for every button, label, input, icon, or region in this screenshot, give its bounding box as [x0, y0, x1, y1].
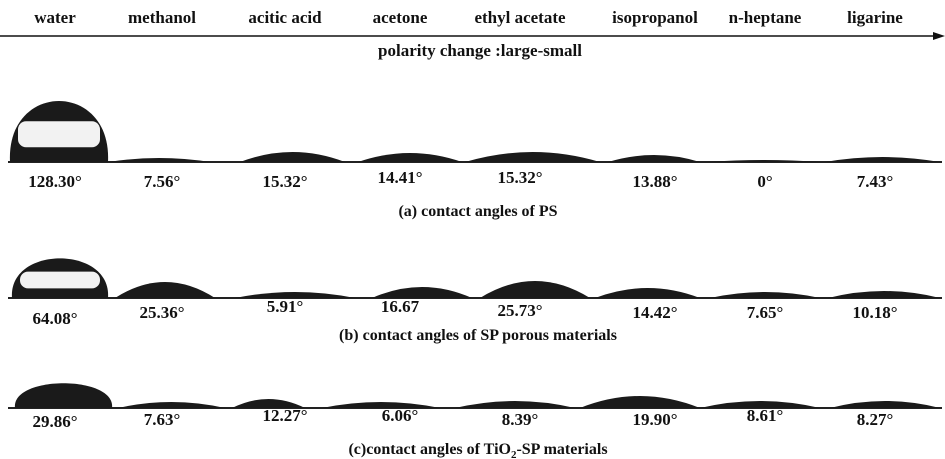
droplet	[480, 281, 590, 298]
solvent-label: n-heptane	[729, 8, 802, 27]
droplet	[700, 401, 820, 408]
droplet	[595, 288, 700, 298]
contact-angle: 8.27°	[857, 410, 894, 429]
droplet	[14, 383, 113, 408]
contact-angle: 128.30°	[28, 172, 82, 191]
droplet	[358, 153, 462, 162]
droplet	[240, 152, 345, 162]
contact-angle: 25.73°	[497, 301, 542, 320]
contact-angle: 29.86°	[32, 412, 77, 431]
caption: (a) contact angles of PS	[398, 203, 557, 220]
caption-subscript: 2	[511, 449, 517, 459]
droplet	[830, 401, 940, 408]
contact-angle: 64.08°	[32, 309, 77, 328]
droplet-highlight	[20, 271, 100, 289]
contact-angle: 16.67	[381, 297, 420, 316]
solvent-label: isopropanol	[612, 8, 698, 27]
contact-angle: 7.63°	[144, 410, 181, 429]
droplet	[322, 402, 440, 408]
contact-angle: 8.39°	[502, 410, 539, 429]
contact-angle: 8.61°	[747, 406, 784, 425]
solvent-label: ligarine	[847, 8, 903, 27]
contact-angle: 7.43°	[857, 172, 894, 191]
droplet	[825, 157, 940, 162]
droplet	[235, 292, 355, 298]
droplet	[828, 291, 940, 298]
droplet	[465, 152, 600, 162]
caption: (b) contact angles of SP porous material…	[339, 327, 617, 344]
caption-part: (c)contact angles of TiO	[348, 441, 511, 458]
droplet	[232, 399, 305, 408]
contact-angle: 15.32°	[497, 168, 542, 187]
droplet	[710, 292, 820, 298]
caption: (c)contact angles of TiO2-SP materials	[348, 441, 607, 459]
contact-angle: 19.90°	[632, 410, 677, 429]
contact-angle: 12.27°	[262, 406, 307, 425]
droplet	[108, 158, 210, 162]
contact-angle: 15.32°	[262, 172, 307, 191]
contact-angle: 6.06°	[382, 406, 419, 425]
contact-angle: 10.18°	[852, 303, 897, 322]
contact-angle: 13.88°	[632, 172, 677, 191]
contact-angle: 0°	[757, 172, 772, 191]
solvent-label: acetone	[373, 8, 428, 27]
contact-angle: 5.91°	[267, 297, 304, 316]
contact-angle: 14.41°	[377, 168, 422, 187]
solvent-label: acitic acid	[248, 8, 322, 27]
contact-angle: 25.36°	[139, 303, 184, 322]
droplet	[608, 155, 700, 162]
contact-angle: 7.65°	[747, 303, 784, 322]
solvent-label: water	[34, 8, 76, 27]
droplet	[372, 287, 472, 298]
solvent-label: methanol	[128, 8, 196, 27]
droplet	[580, 396, 700, 408]
droplet	[115, 282, 215, 298]
caption-part: -SP materials	[516, 441, 607, 458]
arrow-head	[933, 32, 945, 40]
droplet	[118, 402, 225, 408]
droplet	[708, 160, 820, 162]
axis-label: polarity change :large-small	[378, 41, 582, 60]
droplet	[455, 401, 575, 408]
droplet-highlight	[18, 121, 100, 148]
contact-angle: 14.42°	[632, 303, 677, 322]
solvent-label: ethyl acetate	[474, 8, 566, 27]
contact-angle: 7.56°	[144, 172, 181, 191]
